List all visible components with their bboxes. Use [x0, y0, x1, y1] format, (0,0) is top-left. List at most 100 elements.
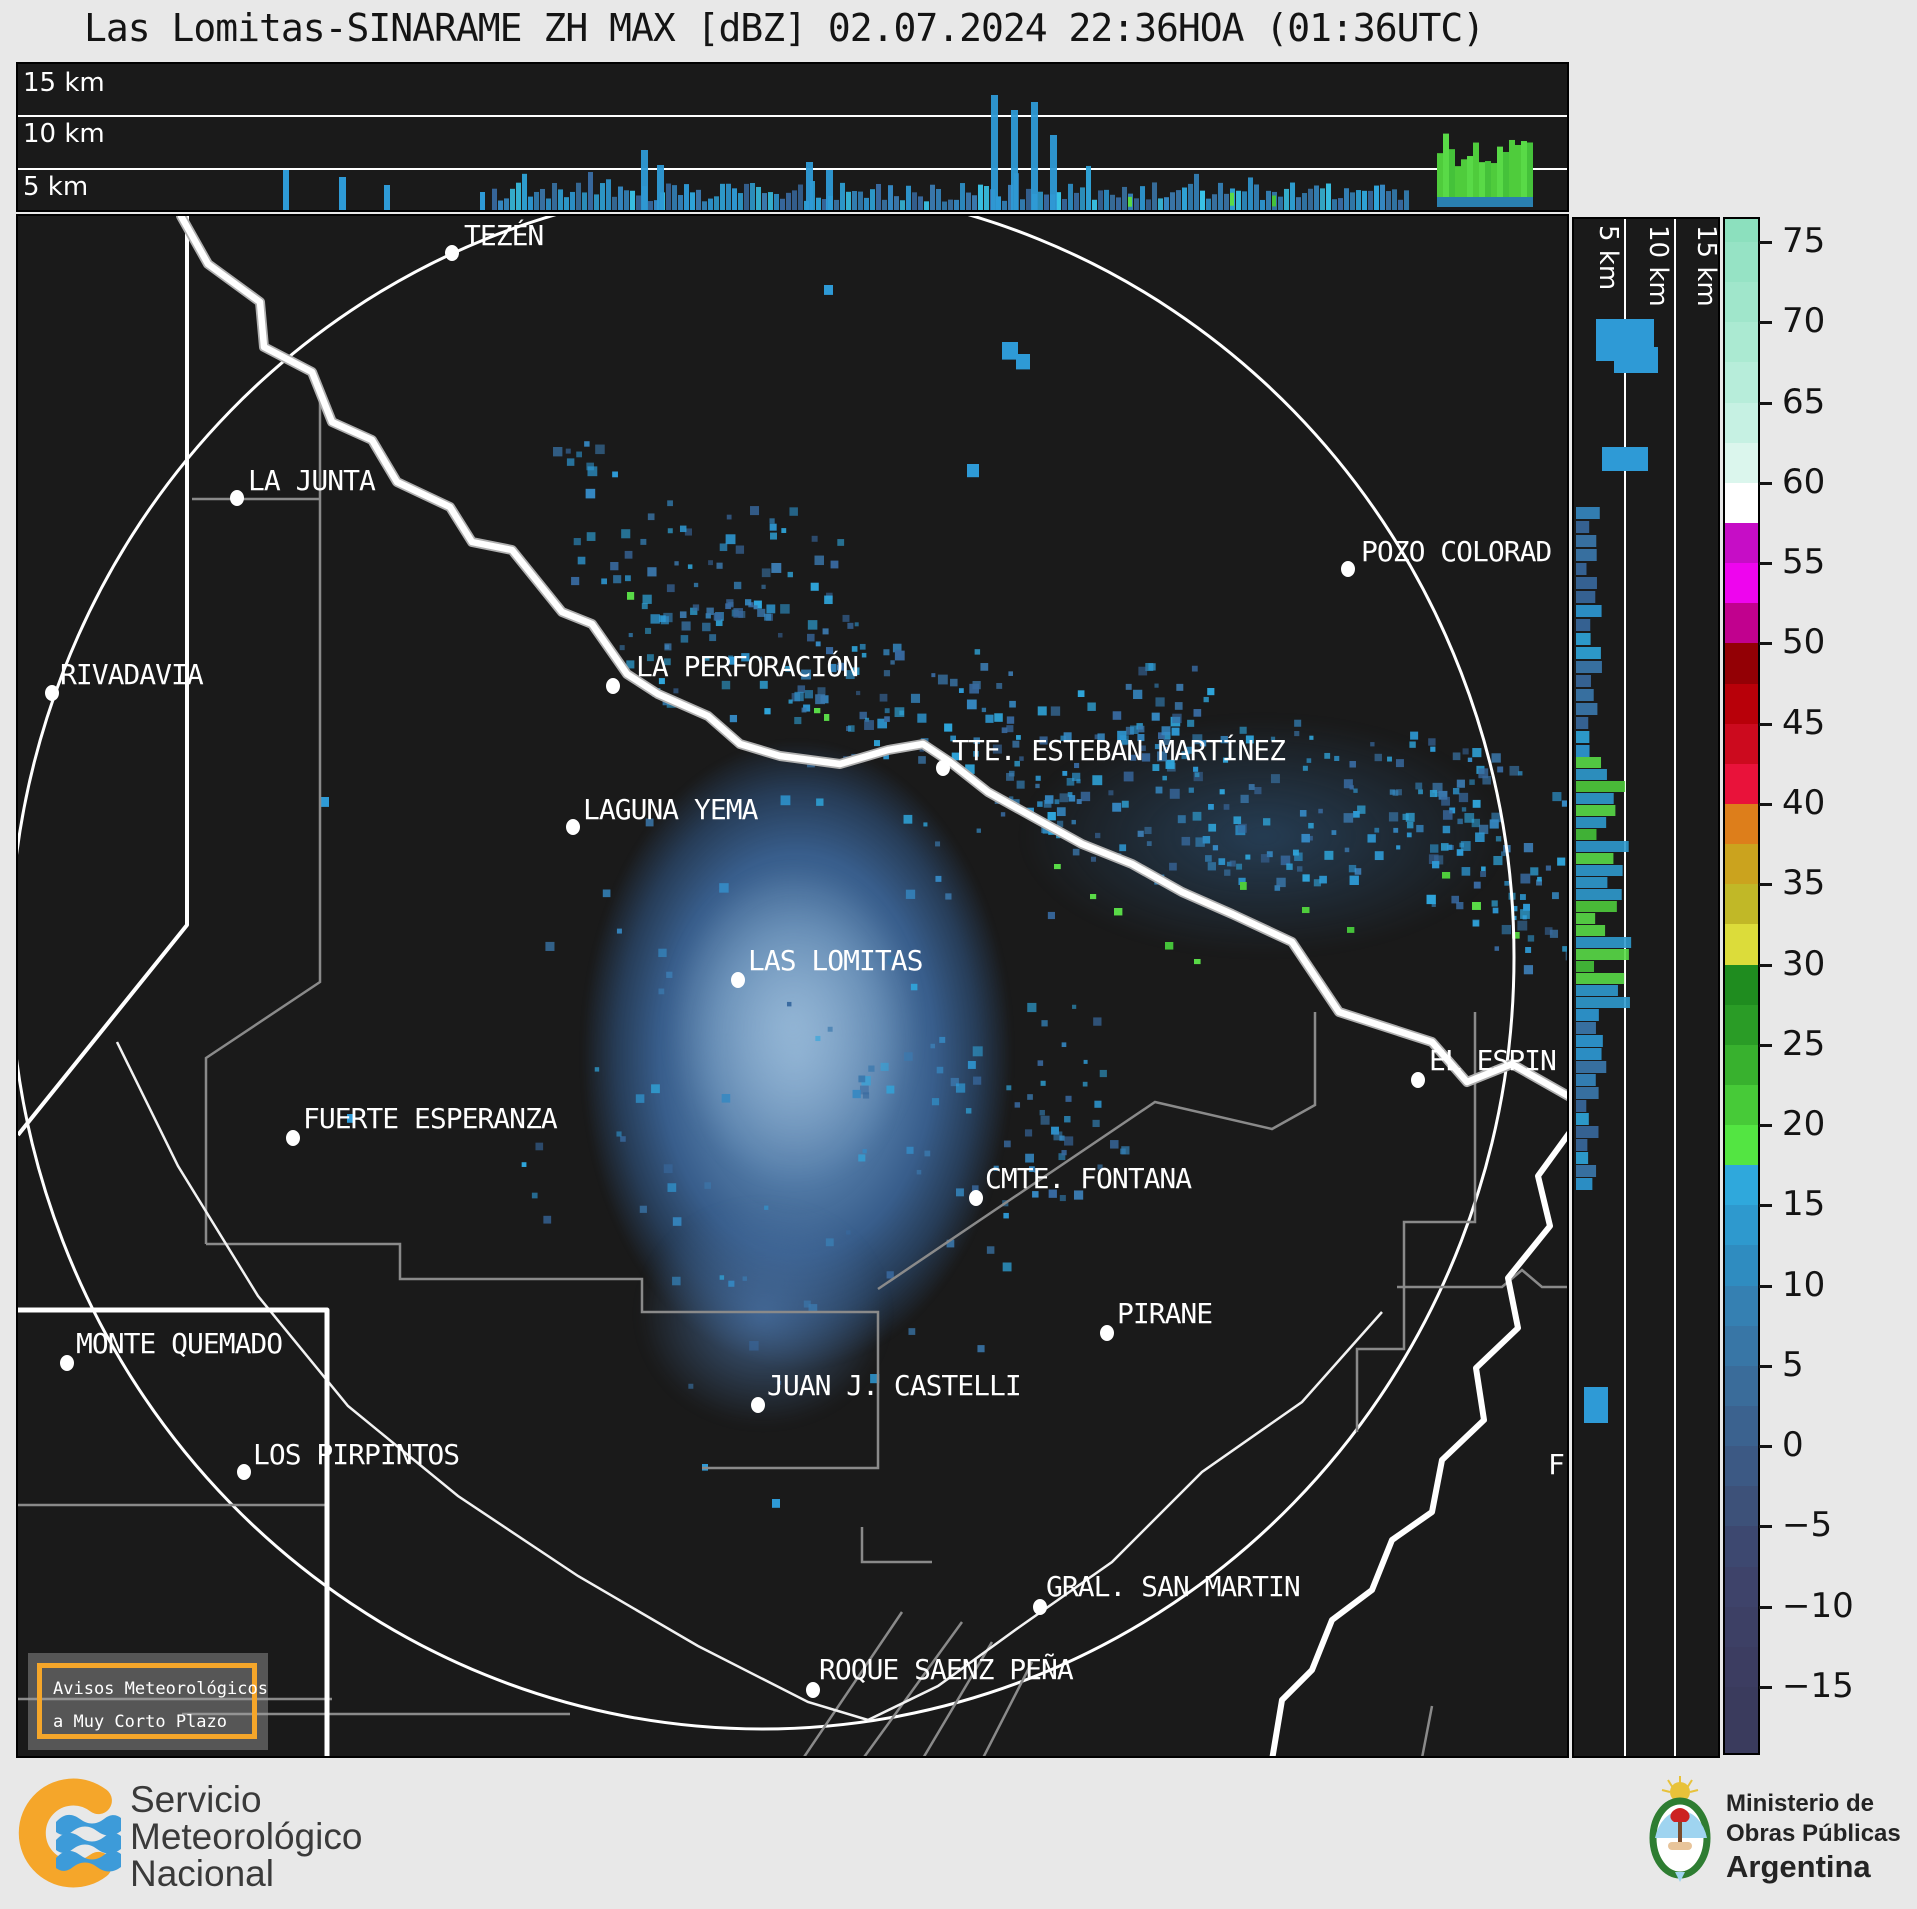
smn-logo-icon: [18, 1778, 121, 1888]
colorbar-tick: [1759, 883, 1772, 887]
radar-echo-speckles: [320, 285, 1567, 1508]
city-dot: [806, 1682, 820, 1698]
colorbar-tick-label: 30: [1782, 943, 1826, 984]
colorbar-tick: [1759, 802, 1772, 806]
colorbar-segment: [1725, 219, 1758, 245]
colorbar-segment: [1725, 1325, 1758, 1369]
smn-name-line1: Servicio: [130, 1779, 262, 1820]
colorbar-tick-label: −10: [1782, 1585, 1854, 1626]
city-dot: [751, 1397, 765, 1413]
city-label: EL ESPIN: [1429, 1044, 1557, 1077]
colorbar-segment: [1725, 723, 1758, 767]
city-dot: [445, 245, 459, 261]
city-label: ROQUE SAENZ PEÑA: [819, 1653, 1074, 1686]
map-overlay-graphics: [18, 216, 1567, 1756]
colorbar-tick-label: 10: [1782, 1264, 1826, 1305]
colorbar-segment: [1725, 563, 1758, 607]
dbz-colorbar: [1723, 217, 1760, 1755]
colorbar-segment: [1725, 1365, 1758, 1410]
city-dot: [230, 490, 244, 506]
colorbar-segment: [1725, 924, 1758, 968]
colorbar-segment: [1725, 1245, 1758, 1289]
colorbar-tick: [1759, 481, 1772, 485]
city-label: LA JUNTA: [248, 464, 376, 497]
top-profile-5km-line: [18, 168, 1567, 170]
right-profile-label-5km: 5 km: [1593, 225, 1623, 291]
argentina-coat-of-arms-icon: [1649, 1776, 1711, 1882]
page-title: Las Lomitas-SINARAME ZH MAX [dBZ] 02.07.…: [84, 6, 1485, 50]
colorbar-segment: [1725, 1004, 1758, 1048]
right-profile-panel: 5 km 10 km 15 km: [1572, 217, 1720, 1758]
smn-name-line3: Nacional: [130, 1853, 274, 1894]
city-dot: [566, 819, 580, 835]
colorbar-tick: [1759, 642, 1772, 646]
colorbar-segment: [1725, 282, 1758, 326]
smn-waves-icon: [56, 1814, 121, 1872]
colorbar-segment: [1725, 1165, 1758, 1209]
colorbar-segment: [1725, 1566, 1758, 1610]
colorbar-segment: [1725, 522, 1758, 567]
city-label: RIVADAVIA: [60, 658, 204, 691]
weather-warning-text: Avisos Meteorológicos a Muy Corto Plazo: [53, 1679, 268, 1732]
city-label: POZO COLORAD: [1361, 535, 1552, 568]
colorbar-segment: [1725, 844, 1758, 888]
colorbar-segment: [1725, 362, 1758, 406]
colorbar-segment: [1725, 1285, 1758, 1329]
colorbar-segment: [1725, 322, 1758, 366]
weather-warning-box: Avisos Meteorológicos a Muy Corto Plazo: [28, 1653, 268, 1750]
colorbar-segment: [1725, 603, 1758, 647]
colorbar-segment: [1725, 1125, 1758, 1169]
colorbar-segment: [1725, 1044, 1758, 1088]
colorbar-tick-label: 15: [1782, 1184, 1826, 1225]
colorbar-segment: [1725, 683, 1758, 727]
right-profile-label-15km: 15 km: [1691, 225, 1720, 307]
colorbar-segment: [1725, 1084, 1758, 1129]
ministry-name: Ministerio de Obras Públicas Argentina: [1726, 1789, 1901, 1885]
colorbar-tick: [1759, 401, 1772, 405]
ministry-name-line1: Ministerio de: [1726, 1790, 1875, 1817]
colorbar-segment: [1725, 884, 1758, 928]
city-label: JUAN J. CASTELLI: [767, 1369, 1022, 1402]
city-label: LOS PIRPINTOS: [253, 1438, 460, 1471]
ministry-name-line2: Obras Públicas: [1726, 1820, 1901, 1847]
city-label: FUERTE ESPERANZA: [303, 1102, 558, 1135]
colorbar-tick: [1759, 1686, 1772, 1689]
colorbar-segment: [1725, 763, 1758, 807]
colorbar-tick: [1759, 321, 1772, 325]
city-label: LA PERFORACIÓN: [636, 650, 859, 683]
city-dot: [1033, 1599, 1047, 1615]
colorbar-tick: [1759, 1284, 1772, 1288]
colorbar-segment: [1725, 1646, 1758, 1690]
colorbar-segment: [1725, 402, 1758, 446]
colorbar-tick-label: 50: [1782, 622, 1826, 663]
colorbar-tick-label: −5: [1782, 1505, 1833, 1546]
colorbar-segment: [1725, 1687, 1758, 1753]
top-profile-panel: 15 km 10 km 5 km: [16, 62, 1569, 212]
city-dot: [60, 1355, 74, 1371]
colorbar-tick-label: 0: [1782, 1425, 1804, 1466]
colorbar-segment: [1725, 964, 1758, 1008]
colorbar-segment: [1725, 803, 1758, 848]
colorbar-segment: [1725, 1606, 1758, 1650]
colorbar-tick: [1759, 1364, 1772, 1368]
smn-name-line2: Meteorológico: [130, 1816, 363, 1857]
right-profile-label-10km: 10 km: [1643, 225, 1673, 307]
colorbar-tick: [1759, 1445, 1772, 1449]
top-profile-label-5km: 5 km: [23, 172, 89, 202]
city-label: F: [1548, 1448, 1565, 1481]
colorbar-tick-label: 55: [1782, 542, 1826, 583]
colorbar-tick: [1759, 562, 1772, 566]
right-profile-5km-line: [1624, 219, 1626, 1756]
smn-name: Servicio Meteorológico Nacional: [130, 1781, 362, 1892]
colorbar-segment: [1725, 643, 1758, 687]
colorbar-tick-label: 45: [1782, 702, 1826, 743]
colorbar-tick: [1759, 1525, 1772, 1529]
right-profile-radar-echoes: [1576, 319, 1658, 1423]
colorbar-tick-label: 40: [1782, 782, 1826, 823]
ministry-country: Argentina: [1726, 1849, 1871, 1884]
department-borders: [18, 390, 1567, 1756]
colorbar-tick: [1759, 963, 1772, 967]
colorbar-tick: [1759, 1124, 1772, 1128]
city-label: GRAL. SAN MARTIN: [1046, 1570, 1301, 1603]
colorbar-tick-label: 60: [1782, 461, 1826, 502]
